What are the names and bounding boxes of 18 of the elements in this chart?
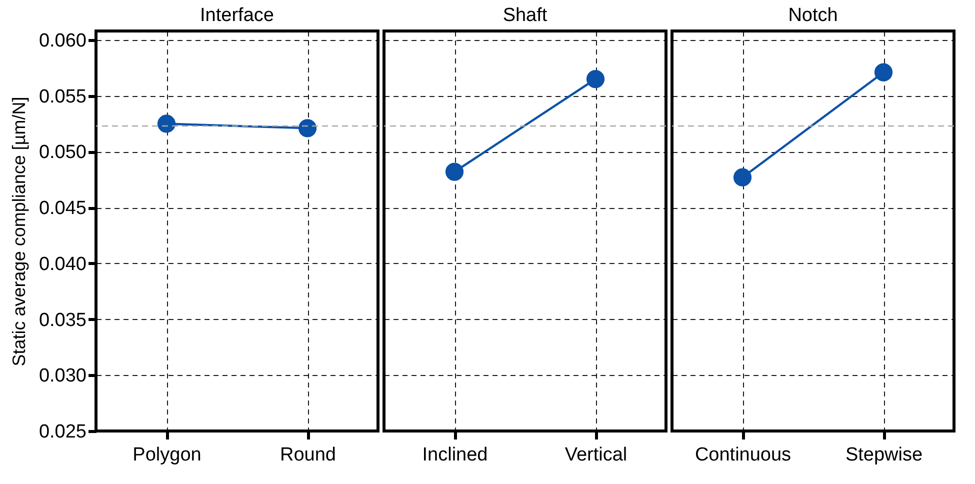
x-tick-label: Round: [280, 444, 336, 466]
x-tick-label: Polygon: [132, 444, 202, 466]
x-tick-label: Continuous: [694, 444, 792, 466]
y-axis-title: Static average compliance [µm/N]: [8, 96, 29, 366]
chart-title: Notch: [788, 5, 838, 26]
x-tick-label: Inclined: [422, 444, 488, 466]
y-tick-label: 0.040: [38, 254, 86, 275]
x-tick-label: Vertical: [564, 444, 628, 466]
y-tick-label: 0.025: [38, 422, 86, 442]
y-tick-label: 0.035: [38, 310, 86, 331]
chart-title: Shaft: [502, 5, 548, 26]
y-tick-label: 0.030: [38, 366, 86, 387]
y-tick-label: 0.045: [38, 198, 86, 220]
y-tick-label: 0.055: [38, 86, 86, 108]
x-tick-label: Stepwise: [845, 444, 923, 466]
chart-title: Interface: [200, 4, 274, 26]
y-tick-label: 0.060: [38, 30, 86, 52]
y-tick-label: 0.050: [38, 142, 86, 164]
